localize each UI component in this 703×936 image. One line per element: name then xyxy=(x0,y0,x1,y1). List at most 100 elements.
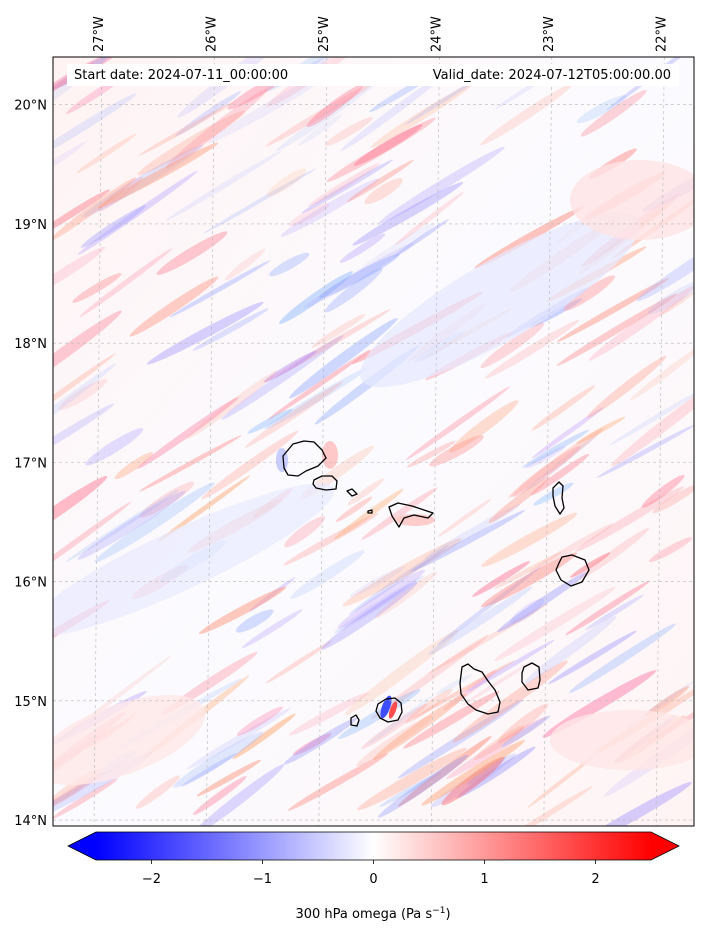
info-box: Start date: 2024-07-11_00:00:00 Valid_da… xyxy=(67,64,679,86)
positive-streak xyxy=(156,231,228,276)
island-brava xyxy=(350,714,360,727)
negative-streak xyxy=(348,545,449,615)
negative-streak xyxy=(424,503,521,560)
negative-streak xyxy=(636,230,694,302)
positive-streak xyxy=(565,580,650,636)
longitude-tick-label: 27°W xyxy=(92,16,107,52)
negative-streak xyxy=(81,144,204,218)
negative-streak xyxy=(264,367,369,430)
negative-streak xyxy=(247,408,293,434)
positive-band xyxy=(550,710,694,770)
positive-streak xyxy=(53,501,132,585)
latitude-tick-labels: 20°N 19°N 18°N 17°N 16°N 15°N 14°N xyxy=(14,99,47,829)
positive-streak xyxy=(334,488,404,540)
gridline-longitude xyxy=(206,57,215,826)
colorbar-body xyxy=(96,832,651,860)
gridline-longitude xyxy=(431,57,440,826)
negative-streak xyxy=(186,707,291,770)
negative-streak xyxy=(263,350,317,383)
positive-streak xyxy=(611,377,694,467)
island-boa-vista xyxy=(555,554,590,587)
valid-date-text: Valid_date: 2024-07-12T05:00:00.00 xyxy=(433,68,671,83)
positive-streak xyxy=(264,308,391,383)
positive-streak xyxy=(474,725,525,760)
positive-streak xyxy=(580,90,647,137)
positive-streak xyxy=(236,706,283,736)
positive-streak xyxy=(481,512,578,567)
start-date-text: Start date: 2024-07-11_00:00:00 xyxy=(74,68,288,83)
positive-streak xyxy=(265,81,376,147)
positive-streak xyxy=(405,386,510,461)
positive-streak xyxy=(652,484,694,514)
positive-streak xyxy=(266,168,307,197)
negative-streak xyxy=(208,67,338,143)
negative-streak xyxy=(65,489,180,563)
positive-streak xyxy=(97,142,219,209)
positive-streak xyxy=(441,756,504,806)
positive-streak xyxy=(135,775,180,809)
island-sao-nicolau xyxy=(388,502,434,528)
negative-streak xyxy=(339,233,386,263)
negative-streak xyxy=(497,572,587,633)
positive-streak xyxy=(480,322,545,369)
negative-streak xyxy=(410,510,526,572)
negative-streak xyxy=(146,301,264,365)
negative-streak xyxy=(53,93,137,161)
positive-streak xyxy=(397,736,492,807)
positive-streak xyxy=(421,739,525,806)
negative-streak xyxy=(510,598,545,625)
negative-streak xyxy=(53,403,115,477)
positive-streak xyxy=(353,124,423,166)
negative-streak xyxy=(94,482,215,563)
negative-streak xyxy=(279,271,353,324)
positive-streak xyxy=(193,776,247,815)
negative-streak xyxy=(191,764,285,826)
negative-streak xyxy=(283,717,358,765)
negative-streak xyxy=(524,434,599,492)
negative-streak xyxy=(524,615,617,683)
omega-field xyxy=(53,57,694,826)
negative-streak xyxy=(77,170,198,256)
positive-band xyxy=(53,694,206,786)
negative-streak xyxy=(241,609,303,649)
positive-streak xyxy=(58,379,108,410)
positive-streak xyxy=(244,381,343,448)
positive-streak xyxy=(576,416,626,444)
positive-streak xyxy=(114,452,154,480)
positive-streak xyxy=(199,586,287,634)
positive-streak xyxy=(588,286,694,361)
positive-streak xyxy=(283,513,379,566)
negative-streak xyxy=(165,150,282,221)
negative-streak xyxy=(465,639,555,693)
positive-streak xyxy=(411,660,515,720)
negative-band xyxy=(53,483,335,637)
longitude-tick-labels: 27°W 26°W 25°W 24°W 23°W 22°W xyxy=(92,16,669,52)
positive-streak xyxy=(446,716,548,779)
positive-streak xyxy=(196,759,262,797)
positive-streak xyxy=(129,276,219,337)
positive-streak xyxy=(498,786,593,826)
positive-streak xyxy=(292,733,332,756)
latitude-tick-label: 15°N xyxy=(14,695,47,710)
positive-streak xyxy=(361,487,438,540)
positive-streak xyxy=(407,440,456,468)
colorbar-outline xyxy=(67,831,680,861)
positive-streak xyxy=(370,83,473,148)
positive-streak xyxy=(372,693,467,760)
positive-streak xyxy=(201,430,299,500)
latitude-tick-label: 14°N xyxy=(14,814,47,829)
negative-streak xyxy=(392,219,449,258)
positive-band xyxy=(570,160,694,240)
negative-streak xyxy=(366,694,434,746)
positive-streak xyxy=(556,278,670,343)
positive-streak xyxy=(488,476,550,523)
longitude-tick-label: 26°W xyxy=(204,16,219,52)
positive-streak xyxy=(484,320,579,379)
colorbar-ticks: −2 −1 0 1 2 xyxy=(142,860,600,887)
negative-streak xyxy=(249,577,296,612)
coastlines xyxy=(282,440,590,727)
longitude-tick-label: 25°W xyxy=(317,16,332,52)
positive-streak xyxy=(641,474,685,508)
positive-streak xyxy=(53,310,122,395)
